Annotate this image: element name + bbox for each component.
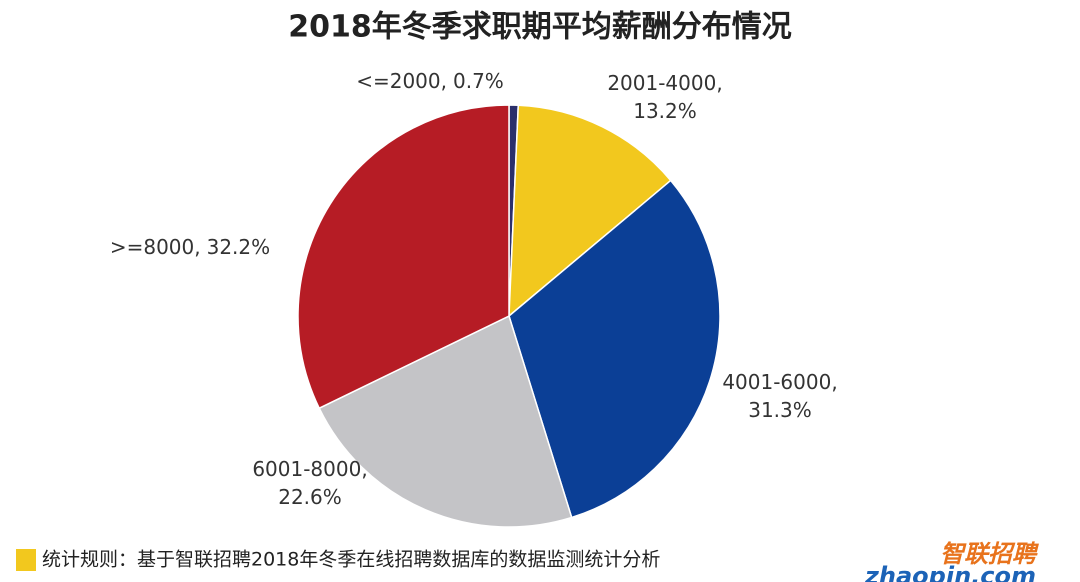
footer-marker (16, 549, 36, 571)
slice-category: <=2000 (356, 69, 440, 93)
chart-title: 2018年冬季求职期平均薪酬分布情况 (288, 10, 792, 45)
label-separator: , (194, 235, 200, 259)
logo-name: 智联招聘 (940, 540, 1039, 568)
footer-note: 统计规则：基于智联招聘2018年冬季在线招聘数据库的数据监测统计分析 (42, 549, 660, 571)
label-separator: , (831, 370, 837, 394)
slice-category: >=8000 (110, 235, 194, 259)
slice-category: 4001-6000 (722, 370, 831, 394)
labels: <=2000, 0.7% 2001-4000, 13.2%4001-6000, 31.3… (110, 69, 838, 509)
label-separator: , (716, 71, 722, 95)
slice-value-label: 31.3% (748, 398, 812, 422)
slice-value-label: 0.7% (453, 69, 504, 93)
slice-category: 2001-4000 (607, 71, 716, 95)
pie-slice (508, 179, 721, 519)
pie-slice (318, 314, 573, 528)
slice-label: <=2000, 0.7% (356, 69, 504, 93)
slice-value-label: 32.2% (207, 235, 271, 259)
slice-value-label: 13.2% (633, 99, 697, 123)
slice-label: 6001-8000, 22.6% (252, 457, 367, 509)
slice-label: >=8000, 32.2% (110, 235, 270, 259)
pie (297, 104, 721, 528)
slice-value-label: 22.6% (278, 485, 342, 509)
label-separator: , (361, 457, 367, 481)
pie-slice (297, 104, 510, 410)
label-separator: , (441, 69, 447, 93)
slice-category: 6001-8000 (252, 457, 361, 481)
pie-slice (508, 104, 672, 318)
slice-label: 4001-6000, 31.3% (722, 370, 837, 422)
logo-url: zhaopin.com (864, 562, 1036, 582)
slice-label: 2001-4000, 13.2% (607, 71, 722, 123)
